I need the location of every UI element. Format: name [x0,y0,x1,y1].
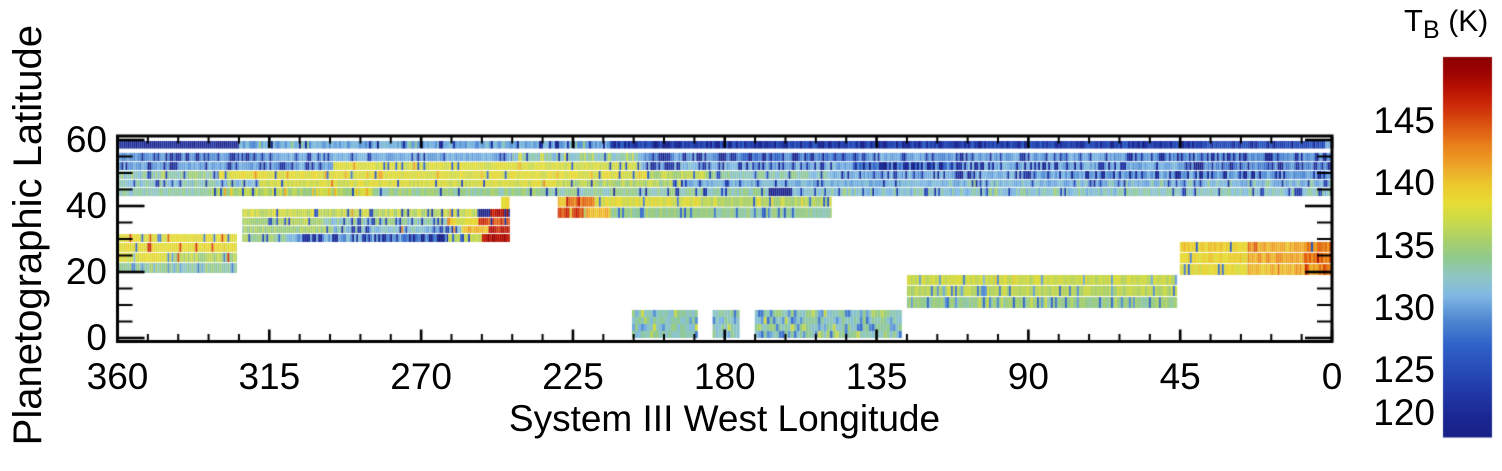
x-tick-label: 90 [1007,356,1049,397]
y-tick-label: 0 [86,317,107,358]
colorbar-tick-label: 130 [1373,286,1435,328]
x-tick-label: 270 [390,356,452,397]
y-axis-title: Planetographic Latitude [6,25,50,446]
x-tick-label: 225 [542,356,604,397]
colorbar-title-subscript: B [1422,16,1440,45]
colorbar-tick-label: 145 [1373,100,1435,141]
y-tick-label: 40 [65,185,107,226]
colorbar-tick-label: 120 [1373,392,1435,433]
x-tick-label: 45 [1159,356,1201,397]
x-tick-label: 180 [693,356,756,397]
colorbar-title-symbol: T [1404,3,1423,38]
y-tick-label: 60 [65,119,107,160]
colorbar-tick-label: 125 [1373,349,1435,390]
x-tick-label: 360 [86,356,149,397]
x-axis-title: System III West Longitude [508,398,941,439]
x-tick-label: 0 [1321,356,1343,397]
x-tick-label: 315 [238,356,301,397]
colorbar-tick-label: 135 [1373,224,1435,266]
colorbar-title: TB (K) [1404,2,1488,45]
y-axis-title-wrap: Planetographic Latitude [0,0,56,471]
colorbar-title-unit: (K) [1448,5,1489,38]
y-tick-label: 20 [65,251,107,292]
x-tick-label: 135 [845,356,908,397]
colorbar-tick-label: 140 [1373,162,1435,204]
